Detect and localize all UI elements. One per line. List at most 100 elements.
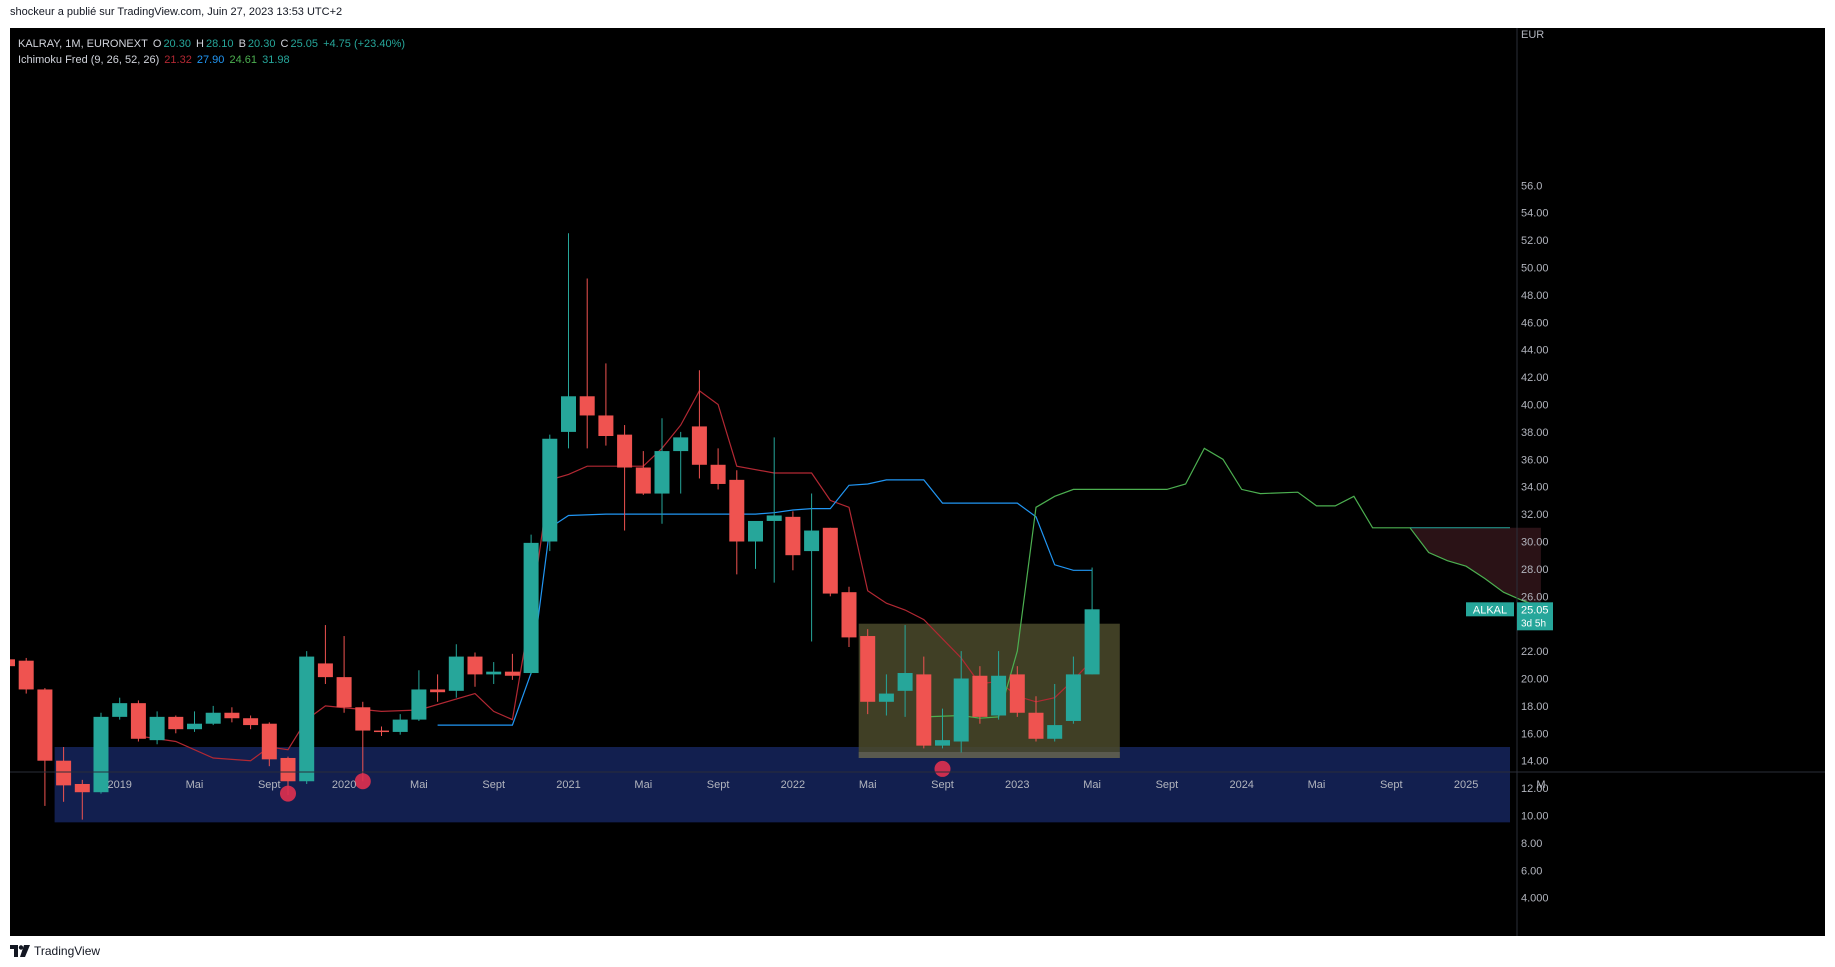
x-tick-label: 2021 [556, 779, 580, 791]
candle-body [785, 516, 801, 556]
tradingview-logo-icon[interactable] [10, 945, 30, 957]
y-tick-label: 50.00 [1521, 263, 1549, 275]
x-tick-label: Sept [258, 779, 281, 791]
candle-body [1084, 609, 1100, 675]
legend-cloud-value: 31.98 [262, 54, 290, 66]
legend-low-value: 20.30 [247, 38, 276, 50]
x-tick-label: Sept [1156, 779, 1179, 791]
candle-body [1065, 674, 1081, 721]
candle-body [243, 718, 259, 726]
y-tick-label: 4.000 [1521, 893, 1549, 905]
y-tick-label: 26.00 [1521, 591, 1549, 603]
candle-body [673, 437, 689, 452]
x-tick-label: 2025 [1454, 779, 1478, 791]
y-tick-label: 54.00 [1521, 208, 1549, 220]
x-tick-label: Mai [186, 779, 204, 791]
legend-symbol-row: KALRAY, 1M, EURONEXT O 20.30 H 28.10 B 20.3… [18, 36, 407, 52]
low-marker [280, 785, 296, 802]
legend-close-label: C [280, 38, 289, 50]
ticker-tag-label: ALKAL [1473, 604, 1507, 616]
y-tick-label: 6.00 [1521, 865, 1542, 877]
low-marker [354, 773, 371, 790]
candle-body [523, 542, 539, 674]
y-tick-label: 14.00 [1521, 756, 1549, 768]
y-tick-label: 52.00 [1521, 235, 1549, 247]
candle-body [1009, 674, 1025, 713]
candle-body [37, 689, 53, 761]
candle-body [448, 656, 464, 691]
candle-body [878, 693, 894, 702]
candle-body [392, 719, 408, 732]
x-tick-label: 2024 [1229, 779, 1253, 791]
y-tick-label: 32.00 [1521, 509, 1549, 521]
x-tick-label: 2019 [107, 779, 131, 791]
bear-cloud [1410, 527, 1541, 608]
legend-change: +4.75 (+23.40%) [323, 38, 406, 50]
x-tick-label: Mai [1308, 779, 1326, 791]
candle-body [841, 592, 857, 638]
candle-body [205, 712, 221, 724]
legend-open-value: 20.30 [163, 38, 191, 50]
x-tick-label: Sept [1380, 779, 1403, 791]
candle-body [953, 678, 969, 742]
y-axis-currency: EUR [1521, 29, 1544, 41]
candle-body [935, 740, 950, 746]
x-tick-label: 2020 [332, 779, 356, 791]
price-tag [1517, 602, 1553, 631]
x-tick-label: 2022 [781, 779, 805, 791]
candle-body [504, 671, 520, 676]
legend-symbol[interactable]: KALRAY, 1M, EURONEXT [18, 38, 148, 50]
chikou-line [923, 447, 1542, 719]
ticker-tag [1466, 602, 1514, 617]
legend-close-value: 25.05 [290, 38, 318, 50]
x-tick-label: Mai [634, 779, 652, 791]
x-tick-label: Mai [1083, 779, 1101, 791]
y-tick-label: 56.0 [1521, 180, 1542, 192]
candle-body [168, 716, 184, 730]
y-tick-label: 40.00 [1521, 400, 1549, 412]
candle-body [598, 415, 614, 437]
candle-body [710, 464, 726, 484]
candle-body [74, 783, 90, 793]
legend-low-label: B [238, 38, 246, 50]
legend-high-value: 28.10 [205, 38, 234, 50]
y-tick-label: 46.00 [1521, 317, 1549, 329]
x-tick-label: 2023 [1005, 779, 1029, 791]
candle-body [56, 760, 72, 786]
candle-body [187, 723, 202, 730]
chart-area[interactable]: 4.000 6.00 8.00 10.00 12.00 14.00 16.00 18.00 20… [10, 28, 1825, 936]
x-tick-label: Sept [707, 779, 730, 791]
candle-body [972, 675, 988, 717]
candle-body [411, 689, 427, 720]
y-tick-label: 12.00 [1521, 783, 1549, 795]
y-tick-label: 16.00 [1521, 728, 1549, 740]
candle-body [112, 703, 128, 717]
candle-body [317, 663, 333, 678]
candle-body [224, 712, 240, 719]
candle-body [822, 527, 838, 594]
footer: TradingView [10, 944, 100, 958]
price-tag-value: 25.05 [1521, 604, 1549, 616]
low-marker [934, 760, 951, 777]
y-tick-label: 38.00 [1521, 427, 1549, 439]
y-tick-label: 20.00 [1521, 674, 1549, 686]
candle-body [299, 656, 315, 782]
price-chart[interactable]: 4.000 6.00 8.00 10.00 12.00 14.00 16.00 18.00 20… [10, 28, 1825, 936]
legend-indicator-name[interactable]: Ichimoku Fred (9, 26, 52, 26) [18, 54, 160, 66]
legend: KALRAY, 1M, EURONEXT O 20.30 H 28.10 B 20.3… [18, 36, 407, 68]
candle-body [860, 636, 876, 702]
candle-body [691, 426, 707, 465]
y-tick-label: 22.00 [1521, 646, 1549, 658]
candle-body [897, 673, 913, 691]
x-tick-label: Sept [482, 779, 505, 791]
candle-body [261, 723, 277, 760]
y-tick-label: 34.00 [1521, 482, 1549, 494]
candle-body [748, 520, 763, 542]
candle-body [579, 396, 595, 416]
footer-brand[interactable]: TradingView [34, 944, 101, 958]
candle-body [355, 707, 371, 731]
candle-body [280, 757, 296, 782]
candle-body [635, 467, 651, 494]
candle-body [93, 716, 109, 793]
y-tick-label: 42.00 [1521, 372, 1549, 384]
